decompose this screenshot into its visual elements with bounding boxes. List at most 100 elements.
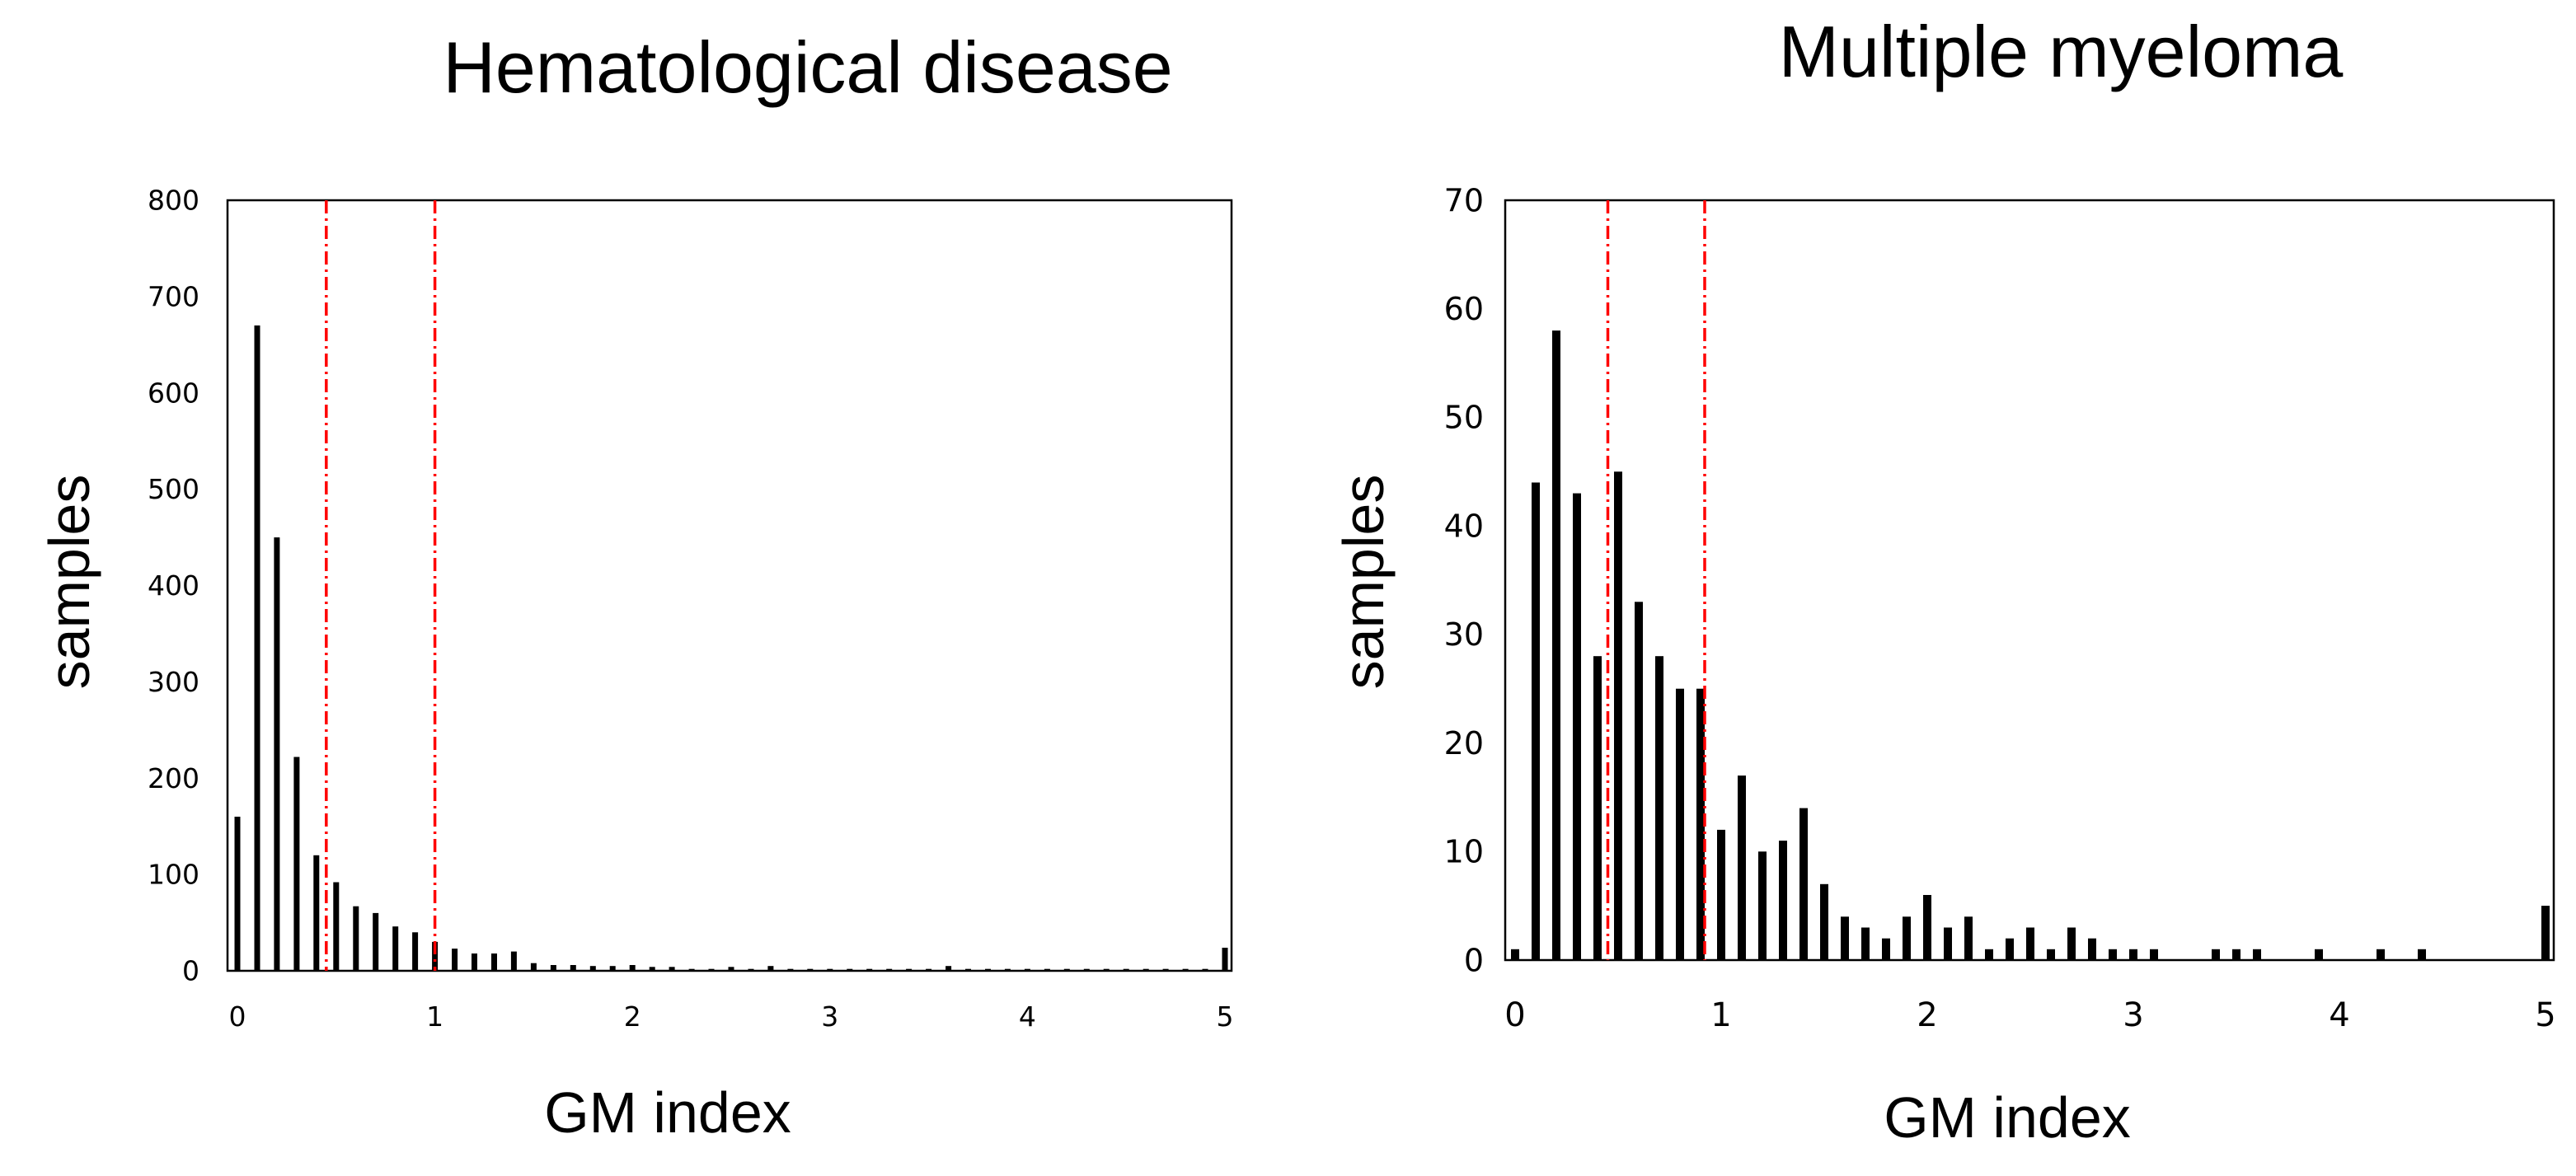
bar (1614, 471, 1622, 960)
bar (1593, 656, 1602, 960)
x-tick-label: 2 (1917, 996, 1937, 1034)
bar (1717, 829, 1725, 960)
bar (1222, 948, 1228, 971)
x-tick-label: 4 (1019, 1000, 1036, 1033)
bar (2006, 938, 2014, 960)
bar (827, 968, 833, 971)
bar (2541, 906, 2550, 960)
bar (313, 855, 320, 972)
x-tick-label: 3 (821, 1000, 838, 1033)
bar (1511, 949, 1519, 960)
bar (1820, 883, 1828, 960)
bar (1103, 968, 1110, 971)
bar (926, 968, 932, 971)
y-tick-label: 800 (148, 185, 199, 217)
y-tick-label: 10 (1444, 834, 1484, 870)
bar (847, 968, 853, 971)
bar (234, 817, 241, 971)
x-tick-label: 0 (229, 1000, 246, 1033)
y-tick-label: 0 (182, 955, 199, 987)
bar (412, 932, 419, 972)
bar (373, 912, 379, 971)
y-tick-label: 700 (148, 280, 199, 312)
y-tick-label: 60 (1444, 291, 1484, 327)
bar (392, 926, 399, 971)
bar (2026, 927, 2034, 960)
y-tick-label: 400 (148, 569, 199, 602)
bar (1182, 968, 1189, 971)
bar (530, 963, 537, 971)
bar (1799, 808, 1808, 960)
bar (491, 953, 497, 971)
x-tick-label: 1 (426, 1000, 443, 1033)
y-axis-title: samples (37, 475, 101, 690)
bar (1944, 927, 1952, 960)
bar (1202, 968, 1208, 971)
bar (1758, 851, 1767, 960)
chart-title: Multiple myeloma (1779, 11, 2344, 92)
y-tick-label: 30 (1444, 616, 1484, 653)
bar (472, 953, 477, 971)
y-tick-label: 50 (1444, 400, 1484, 436)
x-axis-title: GM index (1884, 1085, 2131, 1150)
bar (1779, 841, 1787, 960)
x-tick-label: 2 (624, 1000, 641, 1033)
bar (2377, 949, 2385, 960)
bar (1532, 482, 1540, 960)
bar (550, 965, 556, 971)
y-axis-title: samples (1331, 475, 1396, 690)
y-tick-label: 40 (1444, 508, 1484, 544)
bar (767, 966, 774, 971)
x-tick-label: 1 (1710, 996, 1731, 1034)
bar (2232, 949, 2241, 960)
bar (609, 966, 616, 971)
bar (1923, 895, 1931, 960)
bar (293, 757, 300, 971)
bar (2253, 949, 2261, 960)
bar (886, 968, 893, 971)
bar (866, 968, 873, 971)
bar (1004, 968, 1011, 971)
bar (1985, 949, 1993, 960)
bar (1676, 688, 1684, 960)
x-tick-label: 5 (1217, 1000, 1234, 1033)
x-tick-label: 4 (2329, 996, 2349, 1034)
bar (748, 968, 754, 971)
y-tick-label: 500 (148, 473, 199, 505)
bar (906, 968, 913, 971)
chart-hematological-disease: Hematological disease samples GM index 0… (37, 26, 1234, 1145)
bar (2088, 938, 2096, 960)
y-tick-label: 20 (1444, 725, 1484, 761)
bar (688, 968, 695, 971)
bar (353, 906, 359, 971)
bar (1841, 916, 1849, 960)
bar (787, 968, 794, 971)
plot-area: 0 100 200 300 400 500 600 700 800 0 1 2 3 4 5 (148, 185, 1234, 1033)
y-tick-label: 300 (148, 666, 199, 698)
bar (1063, 968, 1070, 971)
bar (1044, 968, 1050, 971)
x-axis-title: GM index (544, 1080, 791, 1145)
bar (965, 968, 971, 971)
y-tick-label: 0 (1464, 942, 1484, 978)
bar (2047, 949, 2055, 960)
bar (1123, 968, 1129, 971)
y-tick-label: 600 (148, 377, 199, 409)
bar (1861, 927, 1870, 960)
bar (510, 951, 517, 971)
bar (1964, 916, 1973, 960)
bar (274, 537, 280, 971)
bar (669, 967, 675, 971)
bar (1552, 330, 1560, 961)
bar (708, 968, 715, 971)
y-tick-label: 200 (148, 762, 199, 794)
bar (1083, 968, 1090, 971)
bar (1573, 493, 1581, 960)
bar (254, 325, 260, 971)
bar (2315, 949, 2323, 960)
bar (1635, 602, 1643, 960)
bar (333, 882, 340, 971)
bar (432, 941, 439, 971)
bar (1696, 688, 1705, 960)
